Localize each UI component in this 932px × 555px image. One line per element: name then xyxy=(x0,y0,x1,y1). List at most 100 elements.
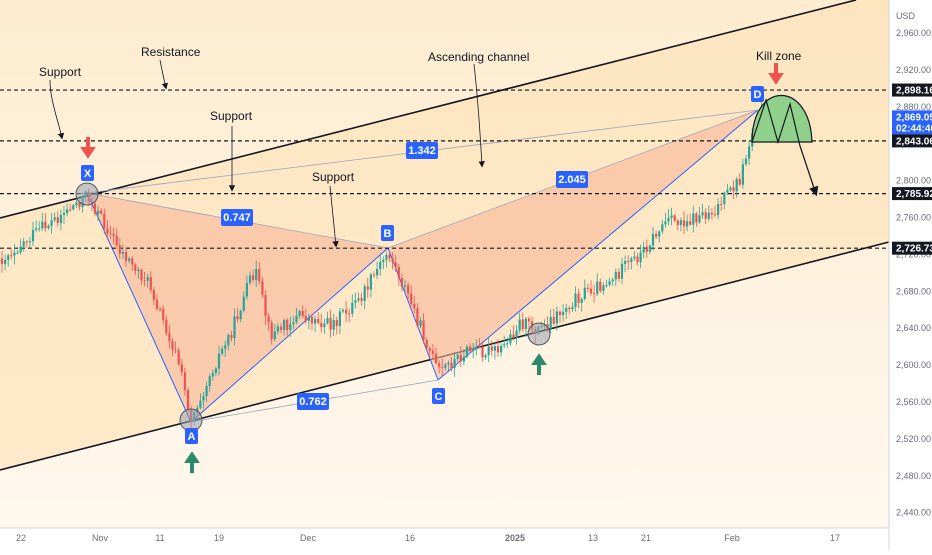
candle-body xyxy=(301,310,304,317)
candle-body xyxy=(227,335,230,346)
svg-text:A: A xyxy=(188,431,196,443)
pattern-legs xyxy=(86,109,759,423)
point-label-x: X xyxy=(81,165,94,181)
candle-body xyxy=(276,326,279,332)
candle-body xyxy=(366,286,369,290)
candle-body xyxy=(155,299,159,309)
candle-body xyxy=(645,246,648,252)
x-tick-label: 11 xyxy=(155,533,164,543)
candle-body xyxy=(31,229,35,242)
candle-body xyxy=(503,344,506,346)
candle-body xyxy=(22,241,25,247)
candle-body xyxy=(670,215,673,218)
sell-arrow-d xyxy=(768,63,784,85)
candle-body xyxy=(682,220,686,227)
y-tick-label: 2,640.00 xyxy=(896,323,931,333)
candle-body xyxy=(382,259,385,262)
candle-body xyxy=(180,364,183,373)
candle-body xyxy=(304,316,307,321)
candle-body xyxy=(202,396,205,401)
candle-body xyxy=(310,316,314,324)
candle-body xyxy=(332,320,335,330)
svg-text:2.045: 2.045 xyxy=(558,174,586,186)
candle-body xyxy=(431,350,434,354)
candle-body xyxy=(500,345,503,353)
candle-body xyxy=(593,293,596,295)
candle-body xyxy=(403,285,407,287)
candle-body xyxy=(738,179,741,185)
candle-body xyxy=(490,346,493,351)
price-level-label: 2,898.16 xyxy=(892,83,932,97)
candle-body xyxy=(217,353,221,369)
y-tick-label: 2,480.00 xyxy=(896,471,931,481)
candle-body xyxy=(723,192,726,205)
candle-body xyxy=(642,246,645,253)
candle-body xyxy=(360,298,363,301)
svg-text:B: B xyxy=(384,228,392,240)
y-tick-label: 2,600.00 xyxy=(896,360,931,370)
candle-body xyxy=(0,258,4,264)
candle-body xyxy=(667,217,670,222)
candle-body xyxy=(639,252,642,263)
candle-body xyxy=(314,318,317,324)
candle-body xyxy=(143,280,146,282)
candle-body xyxy=(372,274,376,276)
candle-body xyxy=(140,269,143,281)
candle-body xyxy=(695,213,698,223)
candle-body xyxy=(168,333,171,342)
candle-body xyxy=(326,318,329,324)
candle-body xyxy=(698,215,701,223)
candle-body xyxy=(605,284,608,286)
candle-body xyxy=(252,275,255,280)
candle-body xyxy=(710,212,713,215)
candle-body xyxy=(679,220,682,225)
candle-body xyxy=(128,258,131,261)
candle-body xyxy=(614,271,617,280)
y-tick-label: 2,760.00 xyxy=(896,213,931,223)
candle-body xyxy=(59,214,62,223)
projection-zigzag xyxy=(751,97,801,147)
price-level-label: 2,843.06 xyxy=(892,134,932,148)
candle-body xyxy=(732,187,735,192)
candle-body xyxy=(562,311,565,315)
annotation-support-3: Support xyxy=(312,170,355,184)
buy-arrow-channel xyxy=(531,353,547,375)
candle-body xyxy=(524,318,527,330)
candle-body xyxy=(655,233,658,237)
y-tick-label: 2,880.00 xyxy=(896,102,931,112)
y-tick-label: 2,440.00 xyxy=(896,508,931,518)
candle-body xyxy=(242,296,245,311)
price-level-label: 2,726.73 xyxy=(892,241,932,255)
candle-body xyxy=(574,293,577,308)
candle-body xyxy=(137,269,140,271)
candle-body xyxy=(444,364,447,368)
candle-body xyxy=(676,220,679,225)
point-label-c: C xyxy=(432,388,445,404)
candle-body xyxy=(245,282,248,297)
candle-body xyxy=(286,319,289,331)
candle-body xyxy=(571,307,574,310)
candle-body xyxy=(456,354,459,360)
candle-body xyxy=(686,221,689,227)
candle-body xyxy=(211,373,214,377)
candle-body xyxy=(196,407,199,412)
y-tick-label: 2,520.00 xyxy=(896,434,931,444)
candle-body xyxy=(627,260,630,262)
candle-body xyxy=(53,217,56,221)
candle-body xyxy=(146,277,149,281)
candle-body xyxy=(258,268,261,282)
candle-body xyxy=(620,263,624,279)
candle-body xyxy=(221,348,224,354)
y-tick-label: 2,920.00 xyxy=(896,65,931,75)
candle-body xyxy=(239,310,242,320)
candle-body xyxy=(323,323,326,328)
candle-body xyxy=(407,285,410,294)
candle-body xyxy=(152,290,155,300)
time-axis-panel xyxy=(0,528,889,550)
candle-body xyxy=(484,355,487,358)
annotation-resistance: Resistance xyxy=(141,45,201,59)
candle-body xyxy=(283,319,286,331)
price-levels xyxy=(0,89,889,249)
candle-body xyxy=(97,210,100,214)
candle-body xyxy=(38,228,41,230)
